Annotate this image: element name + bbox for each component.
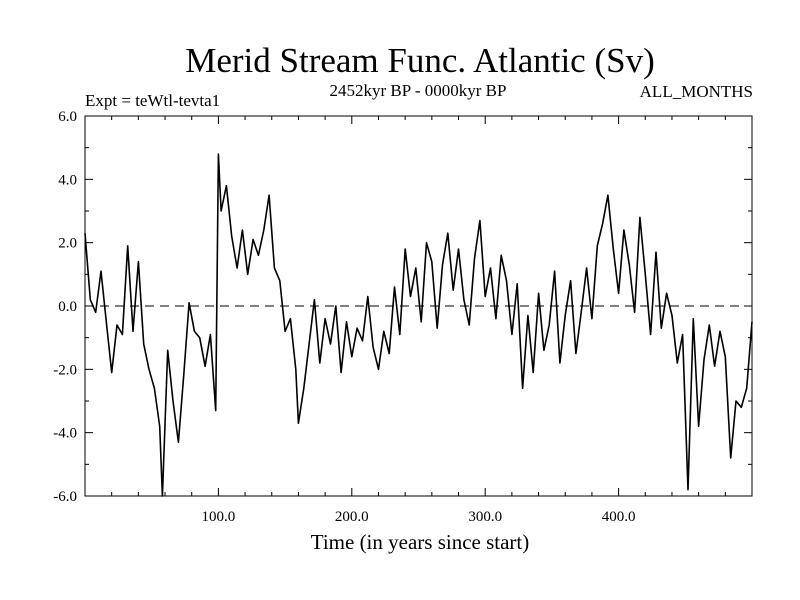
x-tick-label: 300.0 [468,509,502,525]
annotation-period: 2452kyr BP - 0000kyr BP [330,81,507,100]
y-tick-label: 6.0 [58,109,77,125]
x-tick-label: 400.0 [602,509,636,525]
plot-area: -6.0 -4.0 -2.0 0.0 2.0 4.0 6.0 100.0 200.0 300.0 4… [53,109,753,525]
y-tick-label: -2.0 [53,362,77,378]
annotation-months: ALL_MONTHS [640,82,753,101]
x-axis-label: Time (in years since start) [311,530,530,554]
chart-title: Merid Stream Func. Atlantic (Sv) [185,41,655,80]
series-line [84,153,753,497]
y-tick-label: -4.0 [53,426,77,442]
y-tick-label: 4.0 [58,172,77,188]
y-tick-label: -6.0 [53,489,77,505]
x-tick-label: 100.0 [202,509,236,525]
y-tick-label: 0.0 [58,299,77,315]
annotation-experiment: Expt = teWtl-tevta1 [85,91,220,110]
x-tick-label: 200.0 [335,509,369,525]
y-tick-label: 2.0 [58,236,77,252]
